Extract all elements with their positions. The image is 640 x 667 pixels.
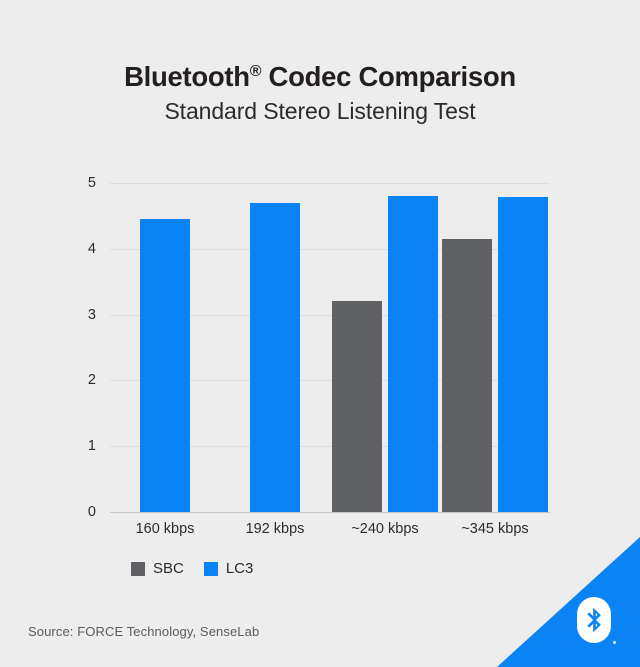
legend-item-sbc[interactable]: SBC xyxy=(131,561,184,576)
gridline xyxy=(110,183,550,184)
bar-sbc-2 xyxy=(332,301,382,512)
gridline xyxy=(110,314,550,316)
y-axis-tick-label: 1 xyxy=(87,437,96,454)
x-axis-labels: 160 kbps 192 kbps ~240 kbps ~345 kbps xyxy=(110,521,550,543)
legend-swatch-icon xyxy=(131,561,145,576)
source-attribution: Source: FORCE Technology, SenseLab xyxy=(28,624,260,639)
bar-lc3-3 xyxy=(498,197,548,512)
title-main-text: Bluetooth xyxy=(124,61,250,92)
bar-lc3-2 xyxy=(388,196,438,512)
x-axis-tick-label: 192 kbps xyxy=(245,521,305,537)
bars-group xyxy=(110,183,550,512)
bar-lc3-0 xyxy=(140,219,190,512)
y-axis-tick-label: 0 xyxy=(87,503,96,520)
title-block: Bluetooth® Codec Comparison Standard Ste… xyxy=(0,61,640,124)
gridline xyxy=(110,380,550,382)
gridline xyxy=(110,248,550,250)
legend-label: LC3 xyxy=(225,560,254,577)
chart-subtitle: Standard Stereo Listening Test xyxy=(164,97,476,124)
registered-mark-dot xyxy=(613,641,616,644)
bluetooth-logo xyxy=(577,597,611,643)
x-axis-tick-label: ~345 kbps xyxy=(461,521,529,537)
bar-lc3-1 xyxy=(250,202,300,512)
gridlines-group xyxy=(110,183,550,513)
gridline xyxy=(110,512,550,513)
y-axis-tick-label: 2 xyxy=(87,372,96,389)
y-axis-ticks: 0 1 2 3 4 5 xyxy=(0,176,640,519)
gridline xyxy=(110,446,550,448)
brand-corner xyxy=(497,537,640,667)
legend-item-lc3[interactable]: LC3 xyxy=(203,560,254,577)
legend-label: SBC xyxy=(153,560,184,577)
y-axis-tick-label: 4 xyxy=(87,240,96,257)
corner-triangle xyxy=(497,537,640,667)
title-rest-text: Codec Comparison xyxy=(261,61,517,92)
x-axis-tick-label: ~240 kbps xyxy=(351,521,419,537)
y-axis-tick-label: 3 xyxy=(87,306,96,323)
chart-legend: SBC LC3 xyxy=(131,561,253,576)
legend-swatch-icon xyxy=(203,561,218,576)
bar-sbc-3 xyxy=(442,238,492,512)
y-axis-tick-label: 5 xyxy=(87,174,96,191)
registered-trademark-icon: ® xyxy=(249,63,262,81)
page-title: Bluetooth® Codec Comparison xyxy=(0,61,640,93)
x-axis-tick-label: 160 kbps xyxy=(135,521,195,537)
